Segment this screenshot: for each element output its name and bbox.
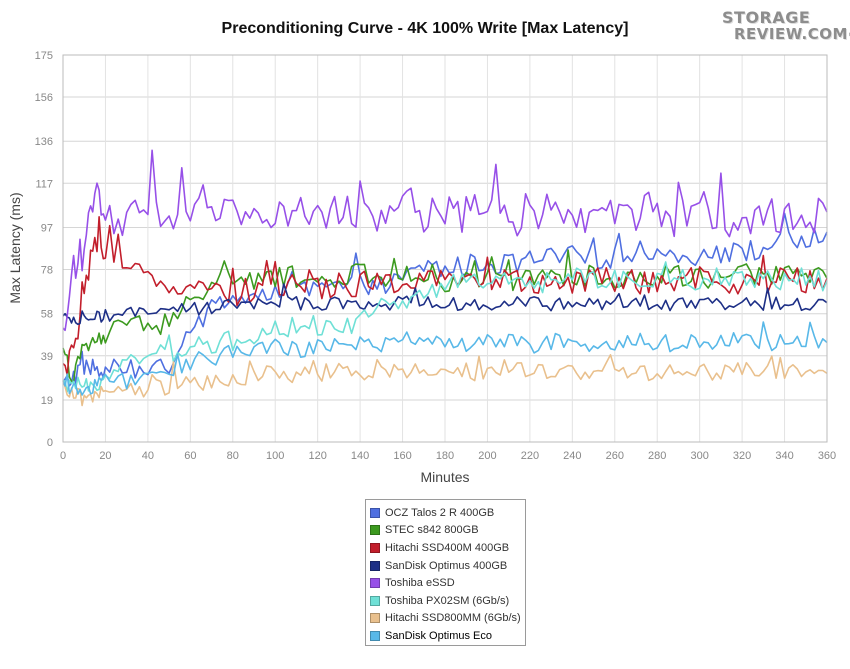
x-tick-label: 340 — [775, 450, 793, 462]
plot-frame — [62, 54, 828, 443]
y-tick-label: 117 — [35, 178, 53, 190]
legend-label: Toshiba eSSD — [385, 577, 455, 590]
chart-title: Preconditioning Curve - 4K 100% Write [M… — [221, 20, 629, 37]
x-tick-label: 140 — [351, 450, 369, 462]
x-tick-label: 120 — [308, 450, 326, 462]
y-tick-label: 97 — [41, 222, 53, 234]
legend-item[interactable]: Hitachi SSD400M 400GB — [368, 539, 525, 557]
x-tick-label: 200 — [478, 450, 496, 462]
x-tick-label: 260 — [606, 450, 624, 462]
y-tick-labels: 0 19 39 58 78 97 117 136 156 175 — [35, 50, 53, 449]
logo-registered-mark: ® — [848, 30, 850, 39]
legend-label: OCZ Talos 2 R 400GB — [385, 506, 495, 519]
chart-plot: 0 20 40 60 80 100 120 140 160 180 200 220 240 260 280 3… — [7, 50, 836, 485]
legend-swatch — [370, 630, 380, 641]
series-line-8 — [62, 321, 828, 396]
y-tick-label: 58 — [41, 309, 53, 321]
legend-item[interactable]: Toshiba eSSD — [368, 574, 525, 592]
x-tick-label: 300 — [690, 450, 708, 462]
x-tick-label: 280 — [648, 450, 666, 462]
y-tick-label: 136 — [35, 136, 53, 148]
series-line-6 — [62, 261, 828, 393]
storagereview-logo: STORAGE REVIEW.COM® — [722, 8, 850, 49]
x-tick-label: 0 — [60, 450, 66, 462]
x-tick-label: 220 — [521, 450, 539, 462]
legend-swatch — [370, 525, 380, 536]
series-line-1 — [62, 212, 828, 387]
y-tick-label: 156 — [35, 92, 53, 104]
x-tick-label: 240 — [563, 450, 581, 462]
y-tick-label: 39 — [41, 351, 53, 363]
legend-swatch — [370, 542, 380, 553]
legend-label: Hitachi SSD400M 400GB — [385, 541, 510, 554]
legend-label: SanDisk Optimus Eco — [385, 629, 492, 642]
legend-swatch — [370, 578, 380, 589]
legend-item[interactable]: Hitachi SSD800MM (6Gb/s) — [368, 610, 525, 628]
legend-item[interactable]: STEC s842 800GB — [368, 522, 525, 540]
y-tick-label: 0 — [47, 437, 53, 449]
legend-label: Toshiba PX02SM (6Gb/s) — [385, 594, 510, 607]
x-tick-label: 20 — [99, 450, 111, 462]
legend-swatch — [370, 595, 380, 606]
legend-item[interactable]: Toshiba PX02SM (6Gb/s) — [368, 592, 525, 610]
x-tick-label: 40 — [142, 450, 154, 462]
logo-line-2: REVIEW.COM® — [722, 26, 850, 43]
logo-line-1: STORAGE — [722, 8, 811, 27]
legend-item[interactable]: OCZ Talos 2 R 400GB — [368, 504, 525, 522]
series-lines — [62, 149, 828, 407]
x-tick-label: 60 — [184, 450, 196, 462]
y-axis-title: Max Latency (ms) — [7, 192, 23, 303]
legend-label: SanDisk Optimus 400GB — [385, 559, 508, 572]
y-tick-label: 175 — [35, 50, 53, 62]
x-tick-label: 360 — [818, 450, 836, 462]
legend-item[interactable]: SanDisk Optimus Eco — [368, 627, 525, 645]
legend-swatch — [370, 507, 380, 518]
x-tick-label: 160 — [393, 450, 411, 462]
legend-item[interactable]: SanDisk Optimus 400GB — [368, 557, 525, 575]
x-axis-title: Minutes — [420, 469, 469, 485]
legend-label: STEC s842 800GB — [385, 524, 479, 537]
series-line-5 — [62, 149, 828, 332]
series-line-7 — [62, 353, 828, 407]
x-tick-label: 80 — [227, 450, 239, 462]
x-tick-label: 320 — [733, 450, 751, 462]
x-tick-label: 100 — [266, 450, 284, 462]
legend-swatch — [370, 613, 380, 624]
x-tick-labels: 0 20 40 60 80 100 120 140 160 180 200 220 240 260 280 3… — [60, 450, 836, 462]
y-tick-label: 78 — [41, 265, 53, 277]
logo-line-2-text: REVIEW.COM — [734, 25, 848, 43]
legend-label: Hitachi SSD800MM (6Gb/s) — [385, 612, 521, 625]
series-line-4 — [62, 283, 828, 326]
series-line-3 — [62, 216, 828, 376]
y-tick-label: 19 — [41, 395, 53, 407]
x-tick-label: 180 — [436, 450, 454, 462]
chart-legend: OCZ Talos 2 R 400GB STEC s842 800GB Hitach… — [365, 499, 526, 646]
legend-swatch — [370, 560, 380, 571]
